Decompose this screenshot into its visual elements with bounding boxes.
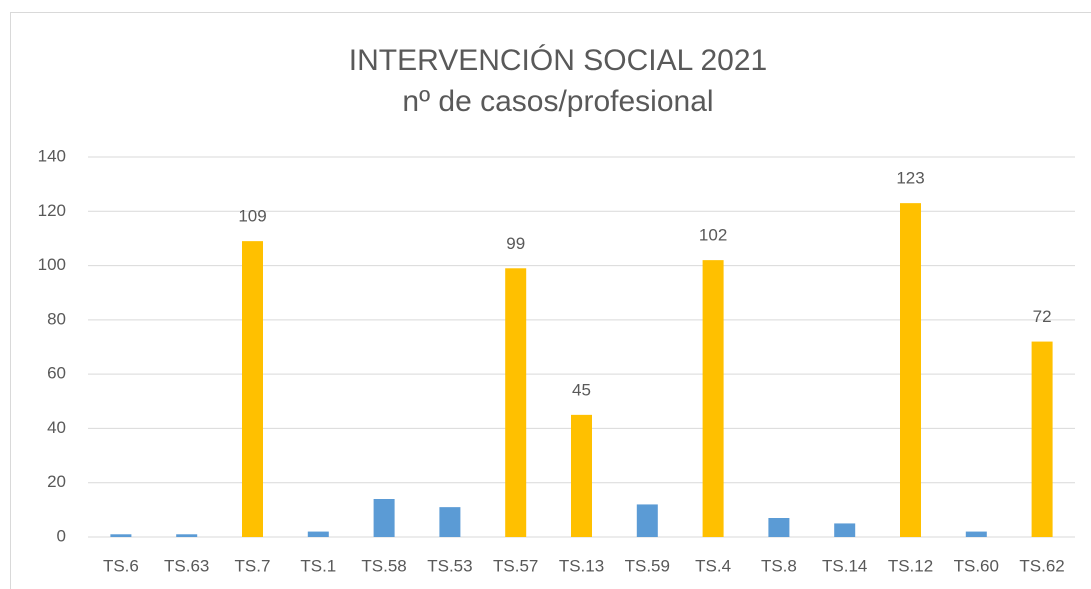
bar: [439, 507, 461, 537]
y-tick-label: 40: [47, 418, 66, 437]
data-label: 72: [1033, 307, 1052, 326]
x-tick-label: TS.4: [695, 556, 731, 575]
x-tick-label: TS.7: [235, 556, 271, 575]
x-tick-label: TS.12: [888, 556, 933, 575]
data-label: 123: [896, 169, 924, 188]
y-tick-label: 60: [47, 364, 66, 383]
data-label: 99: [506, 234, 525, 253]
data-label: 45: [572, 380, 591, 399]
x-tick-label: TS.8: [761, 556, 797, 575]
x-tick-label: TS.58: [361, 556, 406, 575]
y-tick-label: 0: [57, 526, 66, 545]
bar: [636, 504, 658, 537]
x-tick-label: TS.13: [559, 556, 604, 575]
bar: [110, 534, 132, 537]
bar: [900, 203, 921, 537]
x-tick-label: TS.57: [493, 556, 538, 575]
y-tick-label: 100: [38, 255, 66, 274]
bar: [768, 518, 790, 537]
y-tick-label: 80: [47, 309, 66, 328]
bar: [242, 241, 263, 537]
bar: [505, 268, 527, 537]
y-tick-label: 120: [38, 201, 66, 220]
chart-title: INTERVENCIÓN SOCIAL 2021: [349, 44, 767, 77]
bar: [176, 534, 198, 537]
y-tick-label: 20: [47, 472, 66, 491]
x-tick-label: TS.1: [300, 556, 336, 575]
data-label: 109: [238, 207, 266, 226]
bar: [373, 499, 395, 537]
chart-frame: [10, 12, 1091, 589]
x-tick-label: TS.6: [103, 556, 139, 575]
x-tick-label: TS.62: [1019, 556, 1064, 575]
x-tick-label: TS.53: [427, 556, 472, 575]
bar: [702, 260, 724, 537]
y-tick-label: 140: [38, 146, 66, 165]
bar: [965, 531, 987, 537]
x-tick-label: TS.14: [822, 556, 867, 575]
chart-subtitle: nº de casos/profesional: [402, 85, 713, 118]
bar: [307, 531, 329, 537]
bar: [834, 523, 856, 537]
x-tick-label: TS.60: [954, 556, 999, 575]
data-label: 102: [699, 226, 727, 245]
bar: [571, 414, 592, 537]
x-tick-label: TS.63: [164, 556, 209, 575]
x-tick-label: TS.59: [625, 556, 670, 575]
bar: [1031, 341, 1053, 537]
